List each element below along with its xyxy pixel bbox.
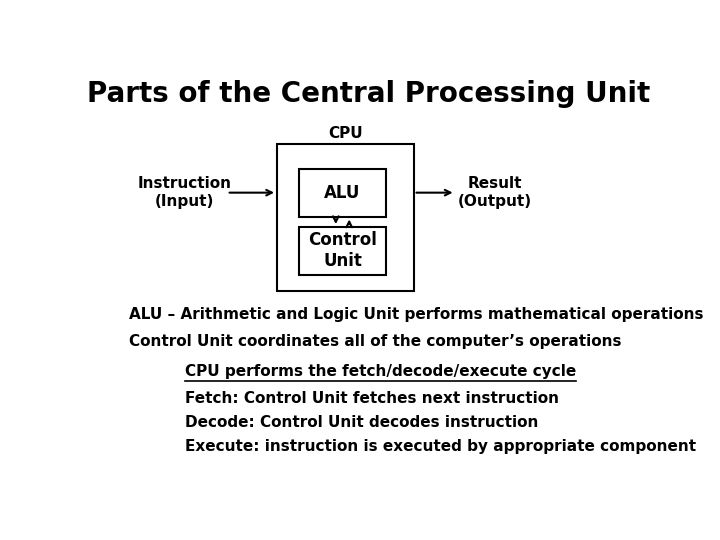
- Text: Parts of the Central Processing Unit: Parts of the Central Processing Unit: [87, 80, 651, 108]
- Text: ALU – Arithmetic and Logic Unit performs mathematical operations: ALU – Arithmetic and Logic Unit performs…: [129, 307, 703, 322]
- Text: CPU performs the fetch/decode/execute cycle: CPU performs the fetch/decode/execute cy…: [185, 363, 576, 379]
- Text: Decode: Control Unit decodes instruction: Decode: Control Unit decodes instruction: [185, 415, 539, 430]
- Text: Control
Unit: Control Unit: [308, 232, 377, 271]
- FancyBboxPatch shape: [300, 168, 386, 217]
- Text: ALU: ALU: [324, 184, 361, 201]
- FancyBboxPatch shape: [277, 144, 414, 292]
- Text: Execute: instruction is executed by appropriate component: Execute: instruction is executed by appr…: [185, 439, 696, 454]
- Text: Instruction
(Input): Instruction (Input): [138, 177, 232, 209]
- Text: Fetch: Control Unit fetches next instruction: Fetch: Control Unit fetches next instruc…: [185, 390, 559, 406]
- FancyBboxPatch shape: [300, 227, 386, 275]
- Text: CPU: CPU: [328, 126, 363, 141]
- Text: Control Unit coordinates all of the computer’s operations: Control Unit coordinates all of the comp…: [129, 334, 621, 349]
- Text: Result
(Output): Result (Output): [457, 177, 531, 209]
